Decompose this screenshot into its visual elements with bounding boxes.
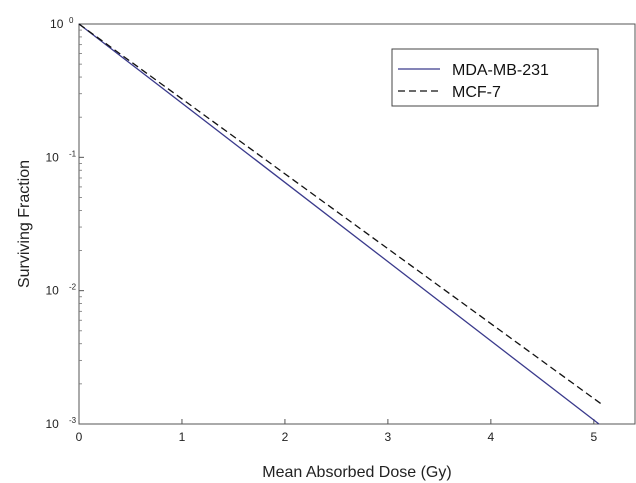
x-tick-label: 1 — [179, 430, 186, 444]
y-tick-exponent: 0 — [69, 16, 74, 25]
plot-frame — [78, 23, 636, 425]
y-tick-label: 10 — [45, 150, 59, 164]
y-tick-label: 10 — [50, 17, 64, 31]
series-lines — [78, 23, 603, 425]
y-tick-exponent: -2 — [69, 283, 77, 292]
legend-label-mda-mb-231: MDA-MB-231 — [452, 62, 549, 79]
y-axis-title: Surviving Fraction — [16, 160, 33, 288]
x-tick-label: 3 — [385, 430, 392, 444]
y-tick-label: 10 — [45, 284, 59, 298]
y-tick-label: 10 — [45, 417, 59, 431]
series-line-mcf-7 — [78, 23, 603, 406]
legend-label-mcf-7: MCF-7 — [452, 84, 501, 101]
y-tick-base: 10 — [45, 417, 59, 431]
y-tick-exponent: -3 — [69, 416, 77, 425]
y-tick-base: 10 — [45, 284, 59, 298]
legend-box — [391, 48, 599, 107]
legend: MDA-MB-231 MCF-7 — [391, 48, 599, 107]
x-tick-label: 5 — [590, 430, 597, 444]
y-tick-exponent: -1 — [69, 149, 77, 158]
y-tick-base: 10 — [50, 17, 64, 31]
x-tick-label: 0 — [76, 430, 83, 444]
x-tick-label: 2 — [282, 430, 289, 444]
axis-ticks: 0 1 2 3 4 5 10 0 10 -1 10 -2 10 -3 — [45, 16, 597, 444]
y-tick-base: 10 — [45, 150, 59, 164]
x-tick-label: 4 — [488, 430, 495, 444]
x-axis-title: Mean Absorbed Dose (Gy) — [262, 464, 451, 481]
series-line-mda-mb-231 — [78, 23, 600, 425]
